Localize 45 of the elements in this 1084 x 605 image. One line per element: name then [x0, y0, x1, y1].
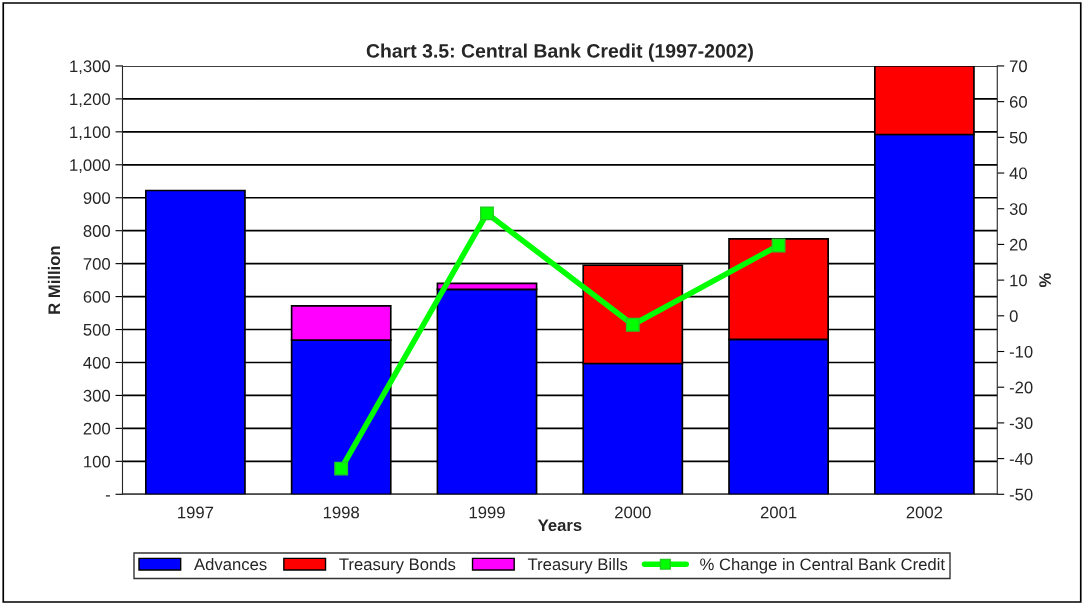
y-tick-label: 800	[83, 225, 111, 237]
point	[771, 238, 786, 253]
y-tick-label: 1,200	[70, 93, 111, 108]
y2-tick-label: 30	[1009, 203, 1027, 215]
y2-tick-label: -20	[1009, 381, 1033, 394]
y2-tick-label: 10	[1010, 274, 1027, 287]
y2-tick-label: 20	[1009, 238, 1027, 251]
chart-title: Chart 3.5: Central Bank Credit (1997-2002)	[366, 43, 753, 62]
x-tick-label: 2002	[906, 506, 943, 519]
x-tick-label: 2001	[760, 506, 797, 519]
x-tick-label: 1998	[323, 506, 359, 519]
y-tick-label: 100	[84, 455, 111, 468]
point	[625, 317, 640, 332]
x-tick-label: 1999	[469, 506, 505, 519]
point	[334, 461, 349, 476]
y2-tick-label: -10	[1009, 345, 1033, 358]
x-tick-label: 2000	[615, 506, 651, 519]
y-tick-label: 500	[83, 323, 111, 336]
y-tick-label: 600	[83, 290, 111, 303]
y2-tick-label: 40	[1009, 167, 1027, 180]
y2-tick-label: -30	[1009, 417, 1033, 430]
point	[480, 206, 494, 221]
y-tick-label: -	[105, 495, 110, 497]
legend-label: Treasury Bills	[527, 557, 628, 574]
y2-tick-label: -50	[1009, 488, 1033, 501]
y-tick-label: 900	[83, 192, 111, 204]
legend-label: % Change in Central Bank Credit	[700, 557, 945, 574]
y2-tick-label: 50	[1009, 131, 1027, 144]
y-tick-label: 400	[83, 356, 111, 369]
y-tick-label: 700	[83, 258, 111, 270]
x-axis-title: Years	[537, 519, 582, 532]
y-tick-label: 1,100	[70, 126, 111, 141]
y-tick-label: 200	[83, 422, 111, 435]
y2-tick-label: 60	[1009, 96, 1027, 108]
legend-label: Treasury Bonds	[339, 557, 456, 574]
legend-label: Advances	[194, 557, 267, 571]
y2-axis-title: %	[1039, 273, 1051, 288]
x-tick-label: 1997	[178, 506, 214, 519]
y-tick-label: 300	[83, 389, 111, 402]
y-tick-label: 1,300	[70, 60, 111, 75]
y-axis-title: R Million	[47, 246, 61, 314]
y2-tick-label: 0	[1009, 310, 1018, 323]
y-tick-label: 1,000	[70, 159, 111, 173]
y2-tick-label: 70	[1009, 60, 1027, 73]
y2-tick-label: -40	[1009, 452, 1033, 465]
